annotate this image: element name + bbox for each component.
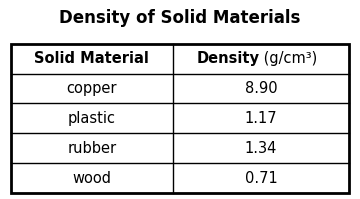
Text: plastic: plastic — [68, 111, 116, 126]
Text: wood: wood — [72, 171, 111, 186]
Text: 1.17: 1.17 — [245, 111, 277, 126]
Text: 0.71: 0.71 — [245, 171, 277, 186]
Bar — [11, 44, 349, 193]
Text: copper: copper — [67, 81, 117, 96]
Text: Solid Material: Solid Material — [34, 51, 149, 66]
Text: 8.90: 8.90 — [245, 81, 277, 96]
Text: (g/cm³): (g/cm³) — [259, 51, 318, 66]
Text: Density: Density — [196, 51, 259, 66]
Text: 1.34: 1.34 — [245, 141, 277, 156]
Text: rubber: rubber — [67, 141, 116, 156]
Text: Density of Solid Materials: Density of Solid Materials — [59, 9, 301, 27]
